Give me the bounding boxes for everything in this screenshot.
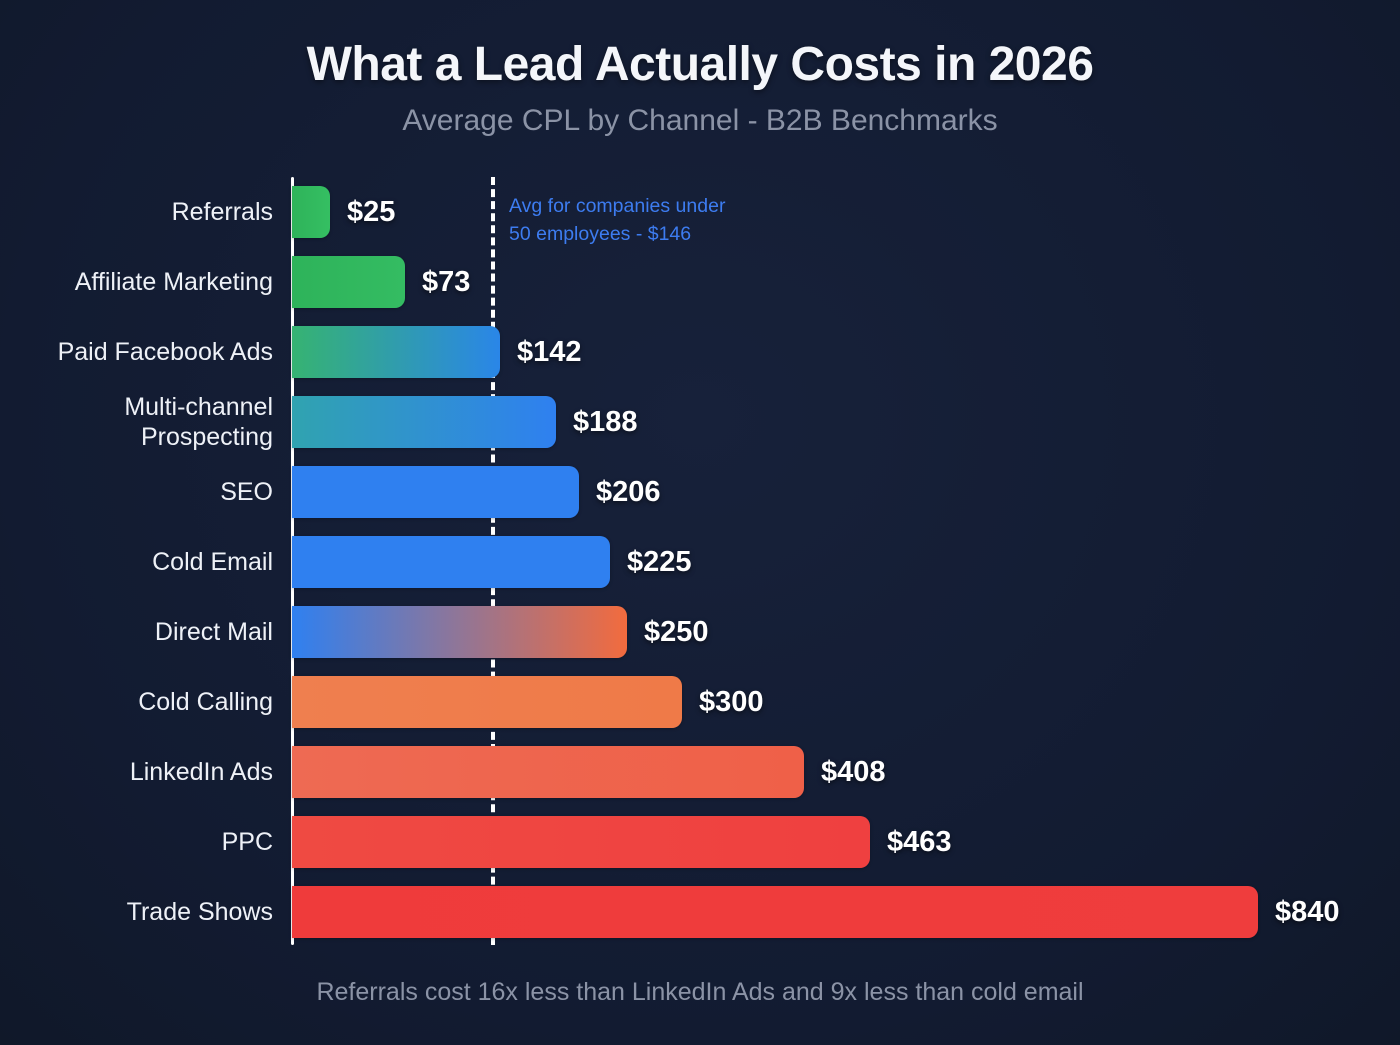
bar-value-label: $25 bbox=[347, 195, 396, 228]
bar-row: Direct Mail $250 bbox=[0, 597, 1400, 667]
bar[interactable] bbox=[292, 606, 627, 658]
category-label: Cold Calling bbox=[138, 687, 273, 716]
category-label: Multi-channel Prospecting bbox=[124, 392, 273, 452]
footer-caption: Referrals cost 16x less than LinkedIn Ad… bbox=[316, 978, 1084, 1006]
bar-value-label: $300 bbox=[699, 685, 764, 718]
chart-subtitle: Average CPL by Channel - B2B Benchmarks bbox=[402, 103, 998, 137]
bar[interactable] bbox=[292, 326, 500, 378]
bar-value-label: $188 bbox=[573, 405, 638, 438]
bar-row: Trade Shows $840 bbox=[0, 877, 1400, 947]
bar-row: Cold Email $225 bbox=[0, 527, 1400, 597]
bar[interactable] bbox=[292, 396, 556, 448]
category-label: Affiliate Marketing bbox=[74, 267, 273, 296]
bar-row: Cold Calling $300 bbox=[0, 667, 1400, 737]
bar-value-label: $73 bbox=[422, 265, 471, 298]
category-label: SEO bbox=[220, 477, 273, 506]
category-label: Trade Shows bbox=[126, 897, 273, 926]
bar-value-label: $408 bbox=[821, 755, 886, 788]
benchmark-annotation-line-2: 50 employees - $146 bbox=[509, 222, 692, 245]
category-label: Paid Facebook Ads bbox=[57, 337, 273, 366]
bar[interactable] bbox=[292, 466, 579, 518]
bar-row: Multi-channel Prospecting $188 bbox=[0, 387, 1400, 457]
bar[interactable] bbox=[292, 676, 682, 728]
bar-row: PPC $463 bbox=[0, 807, 1400, 877]
bar[interactable] bbox=[292, 536, 610, 588]
bar[interactable] bbox=[292, 886, 1258, 938]
bar[interactable] bbox=[292, 746, 804, 798]
category-label: LinkedIn Ads bbox=[129, 757, 273, 786]
benchmark-annotation: Avg for companies under 50 employees - $… bbox=[509, 193, 809, 248]
benchmark-annotation-line-1: Avg for companies under bbox=[509, 195, 726, 217]
category-label: Direct Mail bbox=[154, 617, 273, 646]
bar[interactable] bbox=[292, 186, 330, 238]
bar[interactable] bbox=[292, 256, 405, 308]
bar-row: SEO $206 bbox=[0, 457, 1400, 527]
bar-row: Paid Facebook Ads $142 bbox=[0, 317, 1400, 387]
bar-value-label: $463 bbox=[887, 825, 952, 858]
bar-row: LinkedIn Ads $408 bbox=[0, 737, 1400, 807]
bar-value-label: $142 bbox=[517, 335, 582, 368]
bar-value-label: $250 bbox=[644, 615, 709, 648]
bar-row: Referrals $25 bbox=[0, 177, 1400, 247]
title-block: What a Lead Actually Costs in 2026 Avera… bbox=[0, 38, 1400, 138]
bar-value-label: $840 bbox=[1275, 895, 1340, 928]
bar-value-label: $225 bbox=[627, 545, 692, 578]
bar-value-label: $206 bbox=[596, 475, 661, 508]
category-label: PPC bbox=[221, 827, 273, 856]
category-label: Referrals bbox=[171, 197, 273, 226]
category-label: Cold Email bbox=[152, 547, 273, 576]
bar[interactable] bbox=[292, 816, 870, 868]
chart-title: What a Lead Actually Costs in 2026 bbox=[306, 38, 1094, 91]
bar-row: Affiliate Marketing $73 bbox=[0, 247, 1400, 317]
